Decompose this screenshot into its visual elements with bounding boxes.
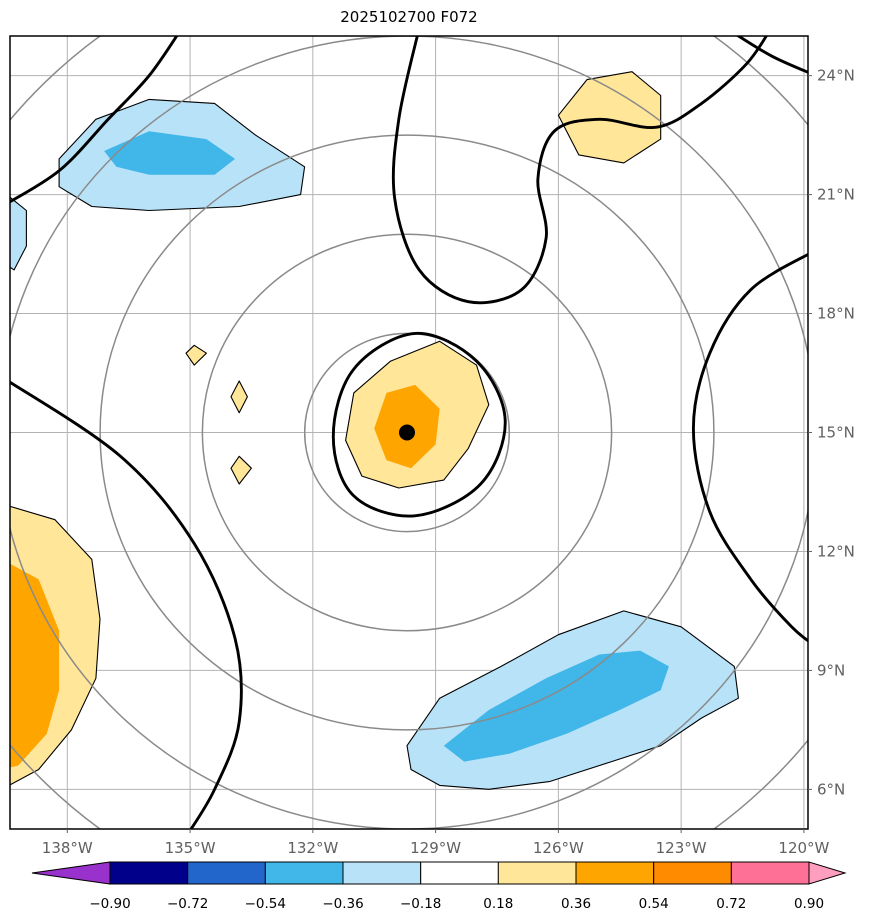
colorbar-segment: [653, 861, 732, 885]
thick-contour-southwest-sweep: [10, 380, 243, 829]
colorbar-tick-label: −0.72: [167, 896, 208, 912]
thick-contour-center-loop: [331, 331, 507, 518]
y-tick-label: 24°N: [817, 67, 855, 85]
x-tick-label: 132°W: [287, 839, 338, 857]
shaded-region-northwest-negative-core: [104, 131, 236, 175]
colorbar-segment: [730, 861, 810, 885]
shaded-region-southwest-positive-core: [10, 563, 60, 768]
colorbar-segment: [264, 861, 344, 885]
y-tick-label: 18°N: [817, 305, 855, 323]
x-tick-label: 129°W: [410, 839, 461, 857]
colorbar-over-arrow: [808, 861, 847, 885]
colorbar-tick-label: −0.54: [245, 896, 286, 912]
x-tick-label: 120°W: [778, 839, 829, 857]
colorbar-segment: [109, 861, 189, 885]
colorbar-tick-label: 0.72: [716, 896, 746, 912]
colorbar-tick-label: 0.54: [639, 896, 669, 912]
y-tick-label: 15°N: [817, 424, 855, 442]
colorbar-tick-label: −0.18: [400, 896, 441, 912]
range-ring: [201, 233, 613, 632]
y-tick-label: 21°N: [817, 186, 855, 204]
shaded-region-southeast-negative-core: [443, 650, 669, 762]
colorbar-tick-label: −0.36: [322, 896, 363, 912]
colorbar-tick-label: 0.36: [561, 896, 591, 912]
shaded-region-small-positive-diamond-3: [230, 455, 252, 485]
colorbar-tick-label: −0.90: [89, 896, 130, 912]
shaded-region-west-edge-negative-sliver: [10, 196, 27, 271]
range-ring: [99, 134, 715, 731]
chart-title: 2025102700 F072: [340, 8, 477, 26]
shaded-region-small-positive-diamond-2: [230, 380, 248, 414]
storm-center-marker: [399, 424, 415, 441]
shaded-region-small-positive-diamond-1: [185, 344, 207, 366]
colorbar-segment: [575, 861, 655, 885]
colorbar-segment: [187, 861, 266, 885]
y-tick-label: 6°N: [817, 780, 845, 798]
x-tick-label: 126°W: [533, 839, 584, 857]
thick-contour-main-s-curve: [391, 36, 768, 305]
colorbar-under-arrow: [31, 861, 111, 885]
colorbar-segment: [497, 861, 577, 885]
shaded-region-north-positive-hexagon: [557, 71, 662, 164]
colorbar-segment: [342, 861, 422, 885]
x-tick-label: 123°W: [656, 839, 707, 857]
y-tick-label: 9°N: [817, 661, 845, 679]
thick-contour-northwest-diagonal: [10, 36, 179, 204]
colorbar-tick-label: 0.90: [794, 896, 824, 912]
colorbar-segment: [420, 861, 499, 885]
thick-contour-northeast-corner: [735, 36, 808, 74]
thick-contour-east-arc: [691, 252, 808, 643]
y-tick-label: 12°N: [817, 542, 855, 560]
x-tick-label: 135°W: [165, 839, 216, 857]
colorbar-tick-label: 0.18: [483, 896, 513, 912]
x-tick-label: 138°W: [42, 839, 93, 857]
